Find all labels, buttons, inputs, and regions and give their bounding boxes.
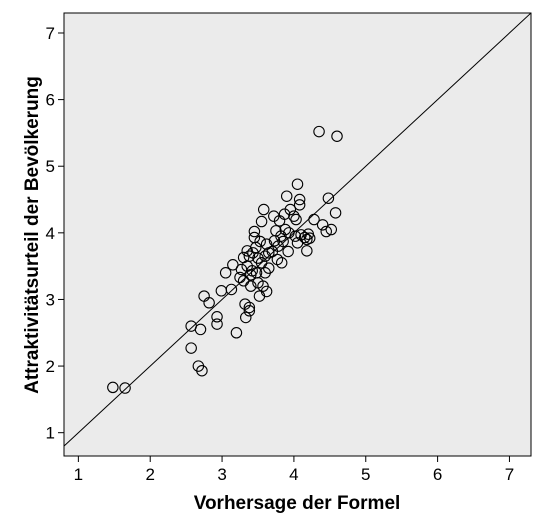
data-points [107, 125, 343, 394]
data-point [301, 245, 313, 257]
data-point [234, 271, 246, 284]
data-point [316, 219, 329, 231]
y-tick-label: 2 [46, 357, 55, 376]
data-point [288, 210, 300, 222]
data-point [243, 301, 256, 314]
x-tick-label: 2 [145, 465, 154, 484]
data-point [279, 223, 292, 236]
data-point [322, 192, 335, 204]
data-point [325, 223, 338, 236]
x-tick-label: 5 [361, 465, 370, 484]
data-point [254, 235, 266, 248]
y-tick-label: 5 [46, 157, 55, 176]
data-point [298, 231, 311, 244]
data-point [211, 311, 223, 323]
data-point [257, 203, 270, 216]
plot-area [63, 12, 532, 457]
data-point [119, 382, 131, 394]
data-point [263, 262, 275, 274]
x-axis-title: Vorhersage der Formel [194, 493, 401, 514]
data-point [331, 130, 343, 142]
data-point [243, 250, 256, 262]
y-tick-label: 6 [46, 91, 55, 110]
data-point [194, 323, 207, 336]
data-point [283, 227, 295, 239]
data-point [290, 213, 302, 226]
data-point [293, 193, 306, 206]
x-tick-label: 7 [505, 465, 514, 484]
data-point [107, 381, 119, 394]
data-point [260, 238, 273, 250]
data-point [282, 245, 294, 258]
data-point [240, 311, 252, 324]
data-point [275, 230, 287, 242]
x-tick-label: 1 [74, 465, 83, 484]
y-tick-label: 7 [46, 24, 55, 43]
data-point [227, 259, 239, 271]
data-point [260, 285, 273, 298]
data-point [280, 190, 293, 202]
x-axis-ticks: 1 2 3 4 5 6 7 [74, 456, 514, 484]
data-point [293, 199, 306, 211]
y-tick-label: 4 [46, 224, 55, 243]
data-point [303, 232, 316, 244]
data-point [284, 203, 297, 216]
data-point [219, 267, 232, 279]
data-point [225, 283, 238, 296]
data-point [277, 235, 289, 248]
data-point [313, 125, 325, 138]
data-point [289, 230, 302, 242]
data-point [245, 280, 257, 292]
y-axis-ticks: 1 2 3 4 5 6 7 [46, 24, 64, 443]
y-tick-label: 1 [46, 424, 55, 443]
data-point [320, 225, 332, 238]
data-point [243, 305, 256, 317]
x-tick-label: 4 [289, 465, 298, 484]
x-tick-label: 6 [433, 465, 442, 484]
data-point [250, 241, 262, 254]
data-point [275, 257, 288, 269]
y-tick-label: 3 [46, 290, 55, 309]
data-point [248, 225, 261, 238]
data-point [230, 327, 243, 339]
data-point [255, 215, 268, 228]
data-point [308, 213, 320, 226]
data-point [196, 364, 208, 377]
data-point [329, 207, 342, 219]
x-tick-label: 3 [217, 465, 226, 484]
y-axis-title: Attraktivitätsurteil der Bevölkerung [22, 76, 43, 394]
data-point [203, 297, 215, 309]
data-point [211, 318, 223, 330]
data-point [291, 178, 304, 190]
data-point [185, 342, 197, 354]
